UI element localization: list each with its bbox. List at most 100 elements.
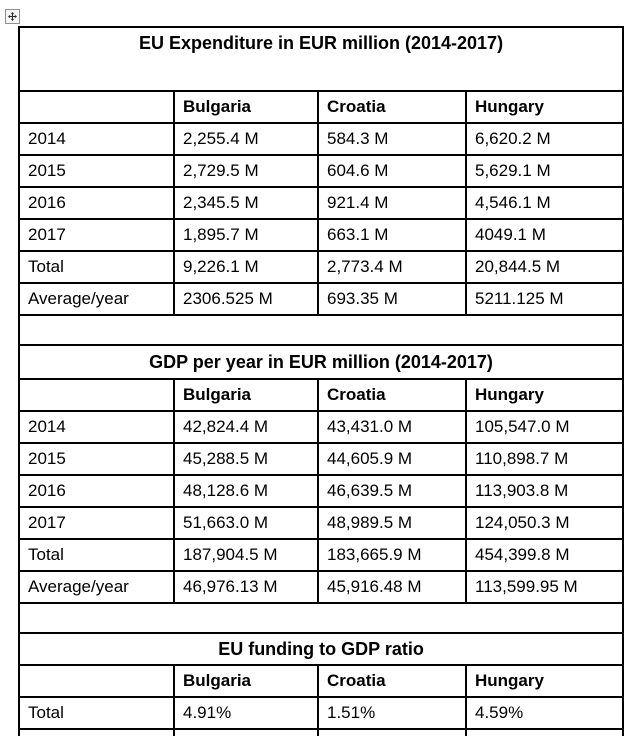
data-cell: 46,639.5 M <box>317 474 467 508</box>
data-cell: 663.1 M <box>317 218 467 252</box>
column-header: Bulgaria <box>173 90 319 124</box>
document-table-wrapper: EU Expenditure in EUR million (2014-2017… <box>17 26 625 736</box>
row-label: Average/year <box>18 282 175 316</box>
row-label: 2016 <box>18 186 175 220</box>
table-header-row: Bulgaria Croatia Hungary <box>18 664 625 698</box>
data-cell: 6,620.2 M <box>464 122 625 156</box>
separator-row <box>17 314 625 346</box>
data-cell: 921.4 M <box>317 186 467 220</box>
table-title-row: EU funding to GDP ratio <box>17 632 625 666</box>
table-row: 2016 48,128.6 M 46,639.5 M 113,903.8 M <box>18 474 625 508</box>
data-cell: 2306.525 M <box>173 282 319 316</box>
table-header-row: Bulgaria Croatia Hungary <box>18 378 625 412</box>
row-label: 2017 <box>18 218 175 252</box>
document-table: EU Expenditure in EUR million (2014-2017… <box>17 26 625 736</box>
column-header: Hungary <box>464 378 625 412</box>
table-row: Total 9,226.1 M 2,773.4 M 20,844.5 M <box>18 250 625 284</box>
data-cell: 2,255.4 M <box>173 122 319 156</box>
data-cell: 187,904.5 M <box>173 538 319 572</box>
data-cell: 124,050.3 M <box>464 506 625 540</box>
data-cell: 9,226.1 M <box>173 250 319 284</box>
data-cell: 20,844.5 M <box>464 250 625 284</box>
header-empty-cell <box>18 664 175 698</box>
column-header: Croatia <box>317 378 467 412</box>
data-cell: 584.3 M <box>317 122 467 156</box>
row-label: Average <box>18 728 175 736</box>
data-cell: 4.91% <box>173 696 319 730</box>
table-title: GDP per year in EUR million (2014-2017) <box>17 344 625 380</box>
column-header: Hungary <box>464 90 625 124</box>
column-header: Hungary <box>464 664 625 698</box>
row-label: 2015 <box>18 442 175 476</box>
separator-cell <box>17 602 625 634</box>
row-label: 2016 <box>18 474 175 508</box>
table-row: 2015 45,288.5 M 44,605.9 M 110,898.7 M <box>18 442 625 476</box>
data-cell: 105,547.0 M <box>464 410 625 444</box>
data-cell: 45,916.48 M <box>317 570 467 604</box>
data-cell: 4049.1 M <box>464 218 625 252</box>
column-header: Bulgaria <box>173 664 319 698</box>
table-header-row: Bulgaria Croatia Hungary <box>18 90 625 124</box>
data-cell: 1.51% <box>317 696 467 730</box>
separator-cell <box>17 314 625 346</box>
data-cell: 46,976.13 M <box>173 570 319 604</box>
table-title-row: GDP per year in EUR million (2014-2017) <box>17 344 625 380</box>
table-row: 2017 51,663.0 M 48,989.5 M 124,050.3 M <box>18 506 625 540</box>
data-cell: 2,773.4 M <box>317 250 467 284</box>
data-cell: 113,599.95 M <box>464 570 625 604</box>
data-cell: 44,605.9 M <box>317 442 467 476</box>
column-header: Bulgaria <box>173 378 319 412</box>
table-row: Average/year 46,976.13 M 45,916.48 M 113,59… <box>18 570 625 604</box>
data-cell: 2,345.5 M <box>173 186 319 220</box>
data-cell: 454,399.8 M <box>464 538 625 572</box>
data-cell: 4.59% <box>464 728 625 736</box>
data-cell: 110,898.7 M <box>464 442 625 476</box>
data-cell: 51,663.0 M <box>173 506 319 540</box>
table-move-handle[interactable] <box>5 9 20 24</box>
column-header: Croatia <box>317 90 467 124</box>
data-cell: 693.35 M <box>317 282 467 316</box>
data-cell: 4.59% <box>464 696 625 730</box>
table-row: Average4.91%1.51%4.59% <box>18 728 625 736</box>
table-title-row: EU Expenditure in EUR million (2014-2017… <box>17 26 625 92</box>
row-label: 2014 <box>18 410 175 444</box>
row-label: Total <box>18 538 175 572</box>
document-table-body: EU Expenditure in EUR million (2014-2017… <box>17 26 625 736</box>
table-title: EU Expenditure in EUR million (2014-2017… <box>17 26 625 92</box>
table-row: 2017 1,895.7 M 663.1 M 4049.1 M <box>18 218 625 252</box>
table-row: 2014 2,255.4 M 584.3 M 6,620.2 M <box>18 122 625 156</box>
data-cell: 183,665.9 M <box>317 538 467 572</box>
data-cell: 5211.125 M <box>464 282 625 316</box>
data-cell: 4,546.1 M <box>464 186 625 220</box>
header-empty-cell <box>18 378 175 412</box>
move-cross-icon <box>8 12 17 21</box>
data-cell: 42,824.4 M <box>173 410 319 444</box>
table-row: Total 187,904.5 M 183,665.9 M 454,399.8 M <box>18 538 625 572</box>
table-row: Average/year 2306.525 M 693.35 M 5211.125 M <box>18 282 625 316</box>
data-cell: 5,629.1 M <box>464 154 625 188</box>
table-row: 2015 2,729.5 M 604.6 M 5,629.1 M <box>18 154 625 188</box>
table-row: 2014 42,824.4 M 43,431.0 M 105,547.0 M <box>18 410 625 444</box>
row-label: Total <box>18 250 175 284</box>
data-cell: 604.6 M <box>317 154 467 188</box>
data-cell: 45,288.5 M <box>173 442 319 476</box>
data-cell: 2,729.5 M <box>173 154 319 188</box>
data-cell: 48,989.5 M <box>317 506 467 540</box>
table-row: Total 4.91% 1.51% 4.59% <box>18 696 625 730</box>
data-cell: 1.51% <box>317 728 467 736</box>
column-header: Croatia <box>317 664 467 698</box>
data-cell: 43,431.0 M <box>317 410 467 444</box>
table-title: EU funding to GDP ratio <box>17 632 625 666</box>
row-label: 2014 <box>18 122 175 156</box>
header-empty-cell <box>18 90 175 124</box>
data-cell: 48,128.6 M <box>173 474 319 508</box>
data-cell: 113,903.8 M <box>464 474 625 508</box>
row-label: 2017 <box>18 506 175 540</box>
data-cell: 4.91% <box>173 728 319 736</box>
table-row: 2016 2,345.5 M 921.4 M 4,546.1 M <box>18 186 625 220</box>
separator-row <box>17 602 625 634</box>
row-label: Average/year <box>18 570 175 604</box>
row-label: 2015 <box>18 154 175 188</box>
data-cell: 1,895.7 M <box>173 218 319 252</box>
